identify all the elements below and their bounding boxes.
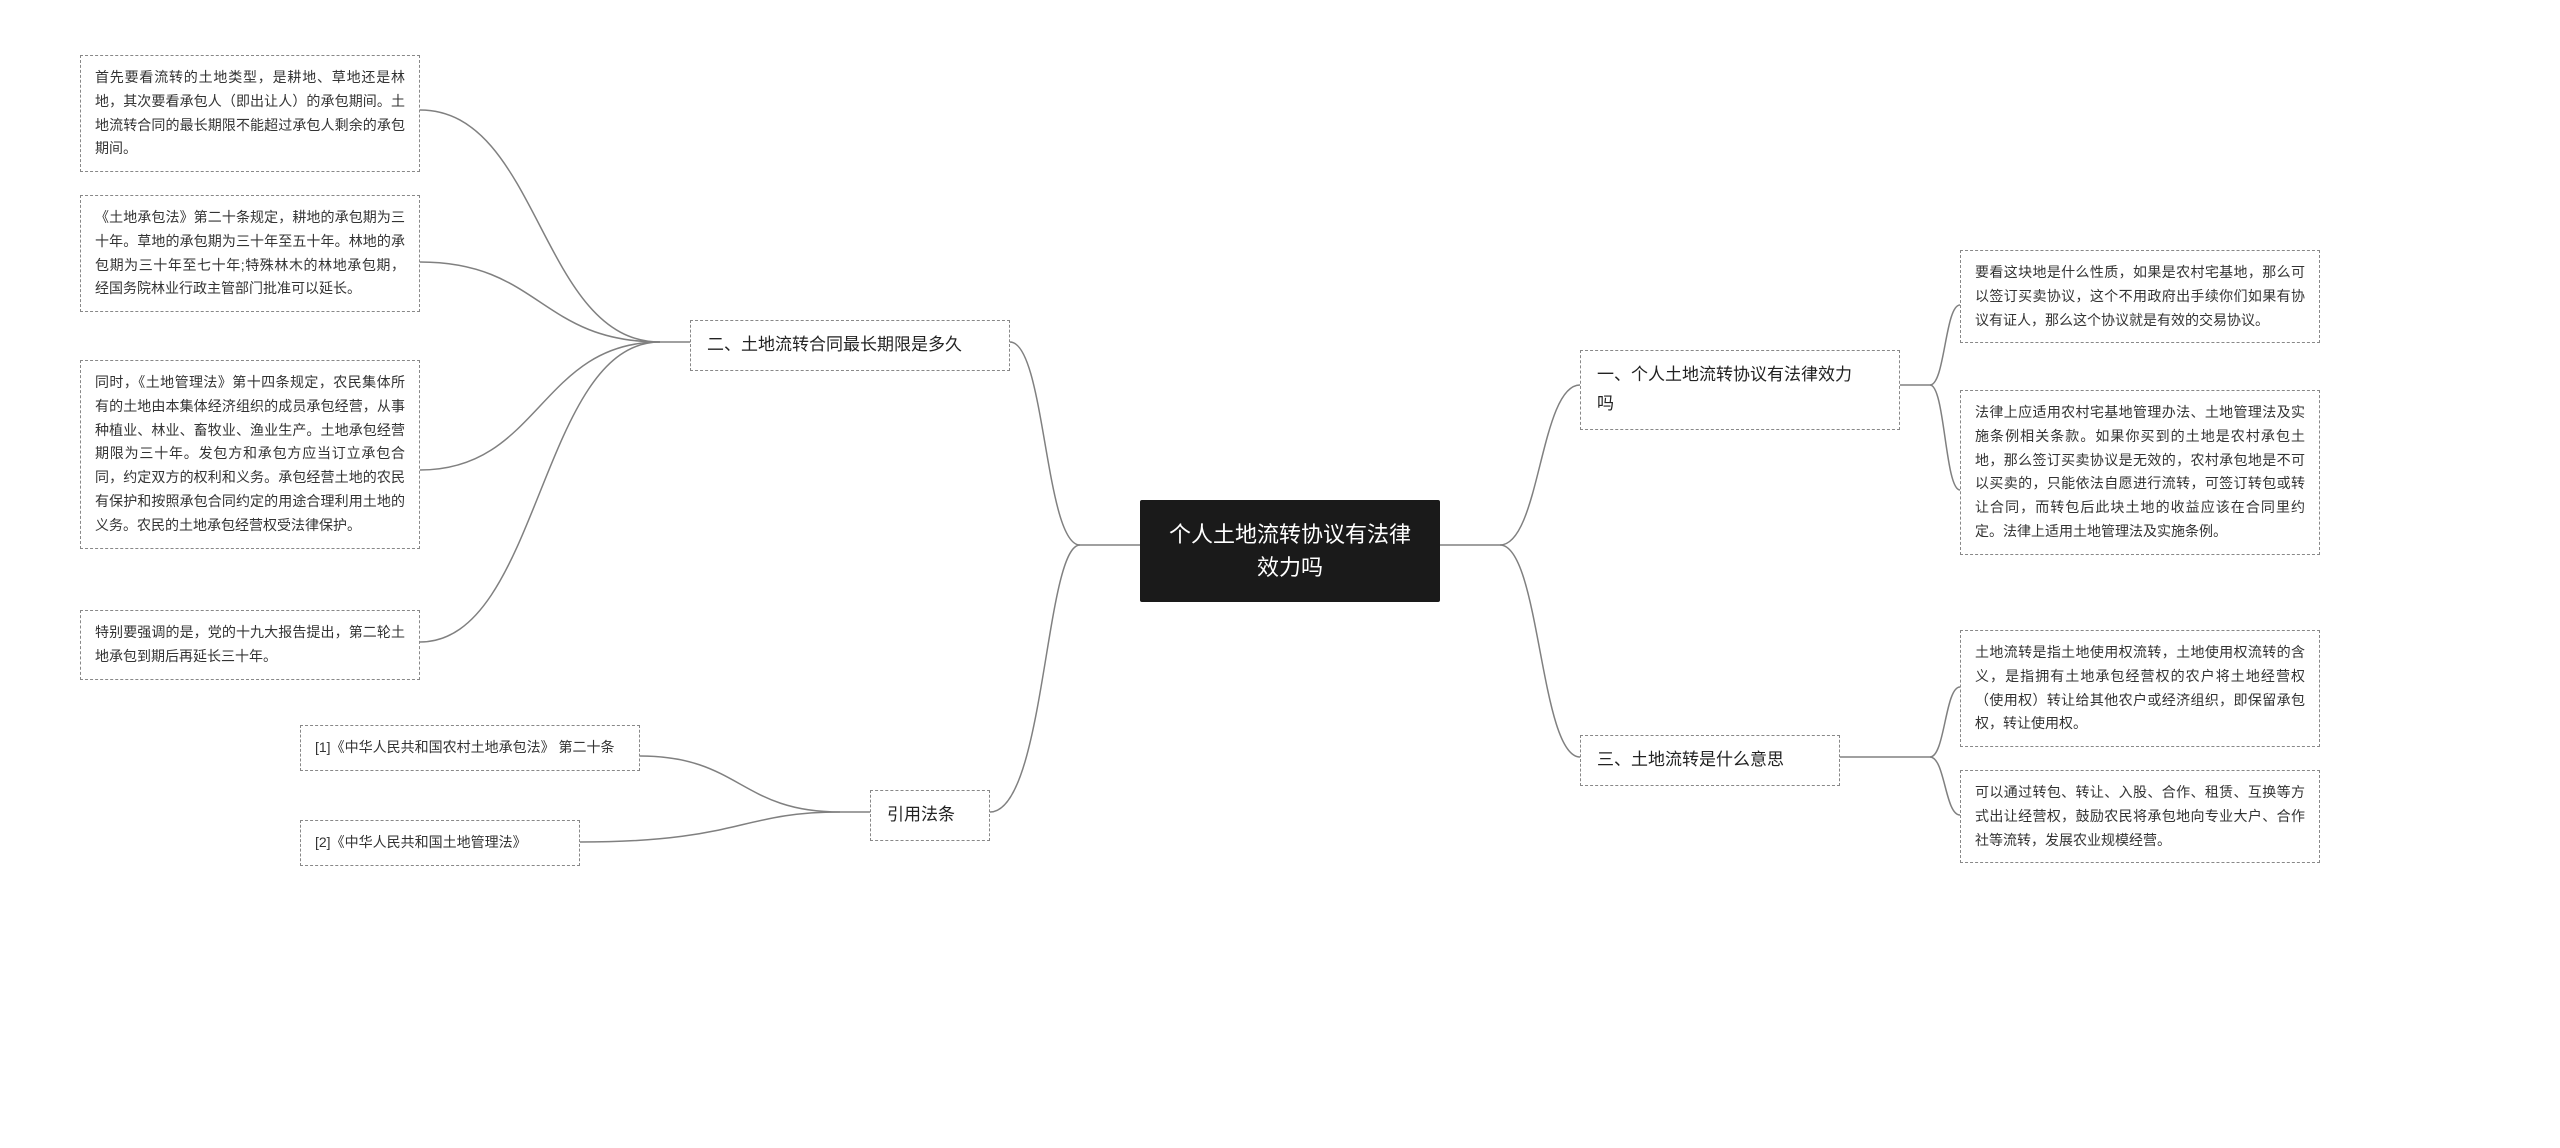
leaf-l1a: 首先要看流转的土地类型，是耕地、草地还是林地，其次要看承包人（即出让人）的承包期… <box>80 55 420 172</box>
leaf-r2a: 土地流转是指土地使用权流转，土地使用权流转的含义，是指拥有土地承包经营权的农户将… <box>1960 630 2320 747</box>
leaf-l2a: [1]《中华人民共和国农村土地承包法》 第二十条 <box>300 725 640 771</box>
leaf-r1b: 法律上应适用农村宅基地管理办法、土地管理法及实施条例相关条款。如果你买到的土地是… <box>1960 390 2320 555</box>
leaf-l1c: 同时，《土地管理法》第十四条规定，农民集体所有的土地由本集体经济组织的成员承包经… <box>80 360 420 549</box>
branch-label: 二、土地流转合同最长期限是多久 <box>707 335 962 354</box>
leaf-text: 《土地承包法》第二十条规定，耕地的承包期为三十年。草地的承包期为三十年至五十年。… <box>95 209 405 296</box>
leaf-text: 可以通过转包、转让、入股、合作、租赁、互换等方式出让经营权，鼓励农民将承包地向专… <box>1975 784 2305 848</box>
leaf-text: 要看这块地是什么性质，如果是农村宅基地，那么可以签订买卖协议，这个不用政府出手续… <box>1975 264 2305 328</box>
root-text-line1: 个人土地流转协议有法律 <box>1169 522 1411 547</box>
leaf-r1a: 要看这块地是什么性质，如果是农村宅基地，那么可以签订买卖协议，这个不用政府出手续… <box>1960 250 2320 343</box>
branch-references: 引用法条 <box>870 790 990 841</box>
root-text-line2: 效力吗 <box>1257 555 1323 580</box>
leaf-text: 首先要看流转的土地类型，是耕地、草地还是林地，其次要看承包人（即出让人）的承包期… <box>95 69 405 156</box>
branch-section-1: 一、个人土地流转协议有法律效力 吗 <box>1580 350 1900 430</box>
leaf-l1b: 《土地承包法》第二十条规定，耕地的承包期为三十年。草地的承包期为三十年至五十年。… <box>80 195 420 312</box>
branch-section-3: 三、土地流转是什么意思 <box>1580 735 1840 786</box>
leaf-r2b: 可以通过转包、转让、入股、合作、租赁、互换等方式出让经营权，鼓励农民将承包地向专… <box>1960 770 2320 863</box>
leaf-text: 同时，《土地管理法》第十四条规定，农民集体所有的土地由本集体经济组织的成员承包经… <box>95 374 405 533</box>
branch-label-line2: 吗 <box>1597 394 1614 413</box>
branch-label-line1: 一、个人土地流转协议有法律效力 <box>1597 365 1852 384</box>
leaf-text: 土地流转是指土地使用权流转，土地使用权流转的含义，是指拥有土地承包经营权的农户将… <box>1975 644 2305 731</box>
leaf-text: [1]《中华人民共和国农村土地承包法》 第二十条 <box>315 739 614 755</box>
leaf-text: [2]《中华人民共和国土地管理法》 <box>315 834 527 850</box>
leaf-text: 特别要强调的是，党的十九大报告提出，第二轮土地承包到期后再延长三十年。 <box>95 624 405 664</box>
leaf-l2b: [2]《中华人民共和国土地管理法》 <box>300 820 580 866</box>
branch-label: 三、土地流转是什么意思 <box>1597 750 1784 769</box>
leaf-l1d: 特别要强调的是，党的十九大报告提出，第二轮土地承包到期后再延长三十年。 <box>80 610 420 680</box>
leaf-text: 法律上应适用农村宅基地管理办法、土地管理法及实施条例相关条款。如果你买到的土地是… <box>1975 404 2305 539</box>
mindmap-root: 个人土地流转协议有法律 效力吗 <box>1140 500 1440 602</box>
branch-section-2: 二、土地流转合同最长期限是多久 <box>690 320 1010 371</box>
branch-label: 引用法条 <box>887 805 955 824</box>
